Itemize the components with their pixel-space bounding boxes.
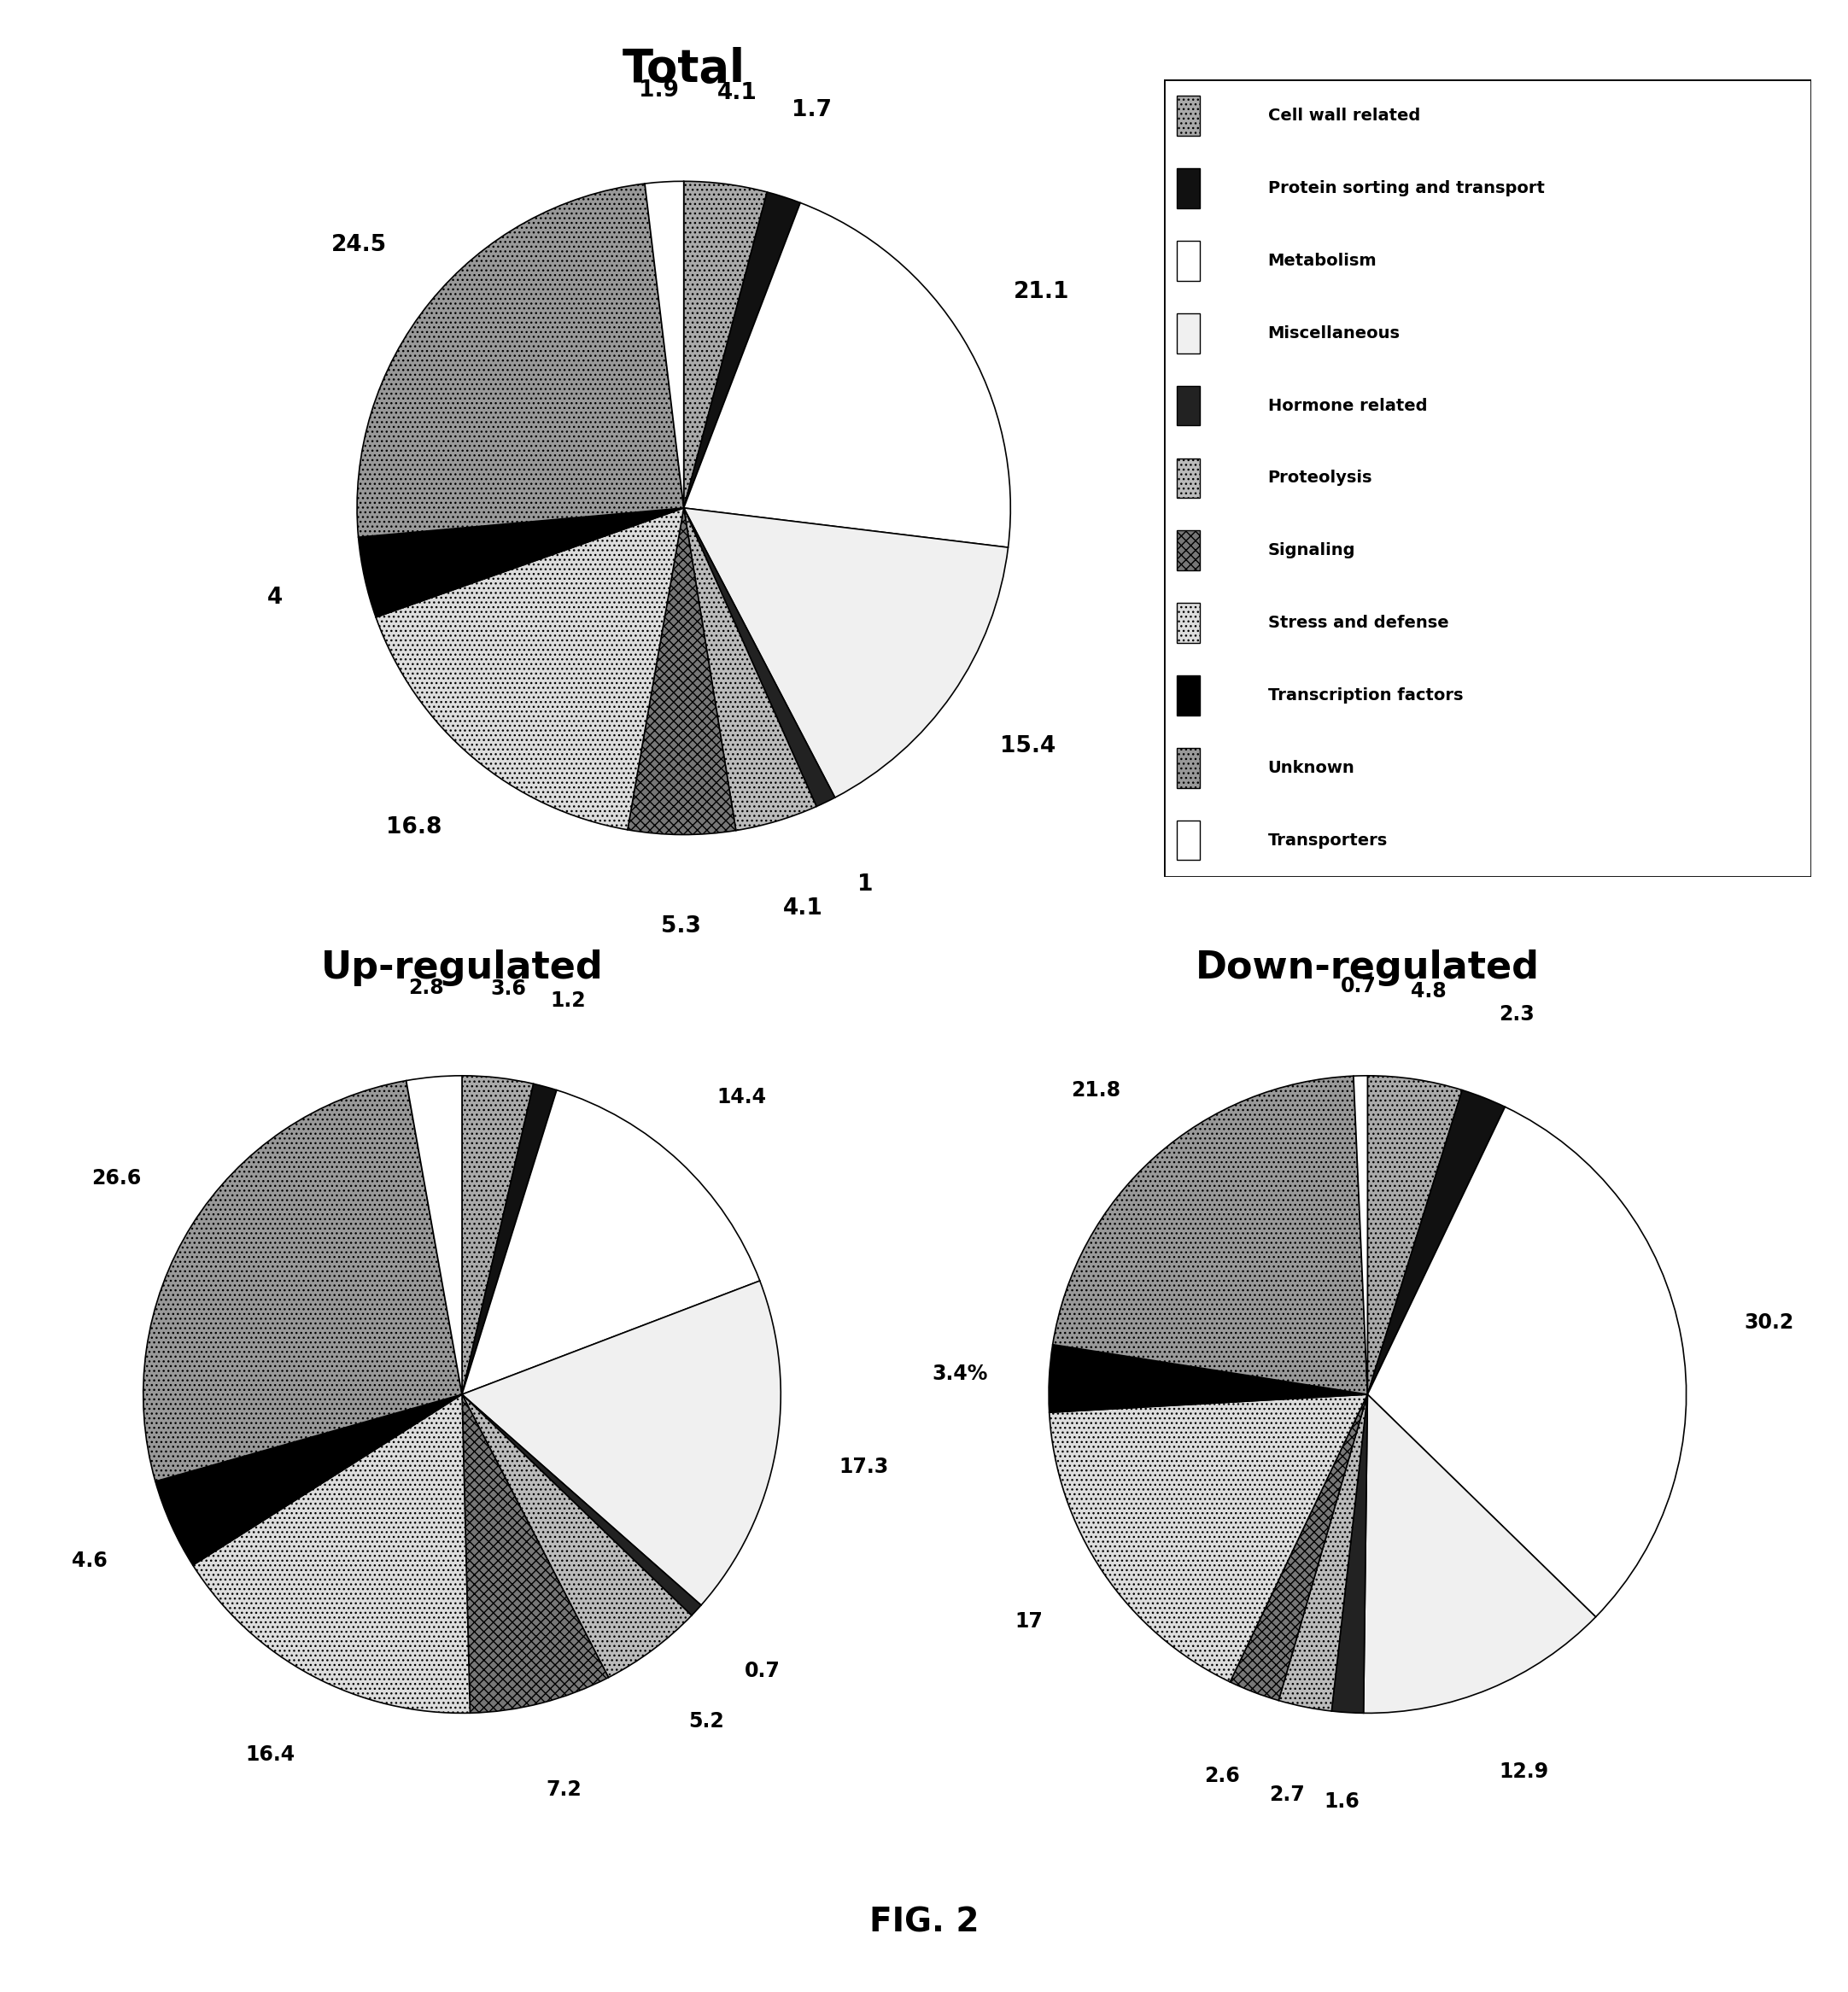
Text: 1: 1 bbox=[857, 872, 874, 896]
Wedge shape bbox=[1279, 1394, 1368, 1711]
Text: 24.5: 24.5 bbox=[331, 233, 386, 255]
Wedge shape bbox=[1050, 1394, 1368, 1681]
Wedge shape bbox=[684, 508, 1009, 797]
Wedge shape bbox=[462, 1084, 556, 1394]
Bar bbox=[1177, 604, 1199, 643]
Text: Unknown: Unknown bbox=[1268, 759, 1355, 777]
Bar bbox=[1177, 241, 1199, 281]
Wedge shape bbox=[462, 1394, 608, 1713]
Bar bbox=[1177, 386, 1199, 426]
Wedge shape bbox=[684, 203, 1011, 548]
Text: 7.2: 7.2 bbox=[545, 1779, 582, 1801]
Wedge shape bbox=[1368, 1090, 1504, 1394]
Text: 30.2: 30.2 bbox=[1745, 1313, 1794, 1333]
Bar bbox=[1177, 747, 1199, 787]
Wedge shape bbox=[144, 1080, 462, 1482]
Text: 2.3: 2.3 bbox=[1499, 1004, 1534, 1024]
Wedge shape bbox=[462, 1076, 534, 1394]
Wedge shape bbox=[1364, 1394, 1595, 1713]
Wedge shape bbox=[462, 1394, 700, 1616]
Text: 4: 4 bbox=[268, 586, 283, 608]
Text: 4.8: 4.8 bbox=[1412, 980, 1447, 1002]
Text: 1.7: 1.7 bbox=[791, 100, 832, 122]
Text: FIG. 2: FIG. 2 bbox=[869, 1906, 979, 1938]
Wedge shape bbox=[357, 183, 684, 538]
Text: 2.6: 2.6 bbox=[1205, 1765, 1240, 1785]
Text: Cell wall related: Cell wall related bbox=[1268, 108, 1419, 124]
Text: 17: 17 bbox=[1015, 1612, 1042, 1631]
Bar bbox=[1177, 313, 1199, 353]
Text: 16.4: 16.4 bbox=[246, 1745, 296, 1765]
Text: Proteolysis: Proteolysis bbox=[1268, 470, 1373, 486]
Text: 4.6: 4.6 bbox=[72, 1552, 107, 1572]
Wedge shape bbox=[462, 1090, 760, 1394]
Text: 5.2: 5.2 bbox=[687, 1711, 724, 1731]
Title: Total: Total bbox=[623, 46, 745, 92]
Text: Transporters: Transporters bbox=[1268, 833, 1388, 849]
Bar bbox=[1177, 96, 1199, 135]
Wedge shape bbox=[684, 191, 800, 508]
Wedge shape bbox=[684, 508, 835, 807]
Wedge shape bbox=[462, 1281, 780, 1606]
Text: 1.2: 1.2 bbox=[551, 990, 586, 1010]
Text: Miscellaneous: Miscellaneous bbox=[1268, 325, 1401, 341]
Wedge shape bbox=[645, 181, 684, 508]
Wedge shape bbox=[1231, 1394, 1368, 1701]
Text: 1.9: 1.9 bbox=[639, 80, 678, 102]
Text: 3.4%: 3.4% bbox=[931, 1365, 989, 1384]
Text: Transcription factors: Transcription factors bbox=[1268, 687, 1464, 703]
Title: Down-regulated: Down-regulated bbox=[1196, 948, 1539, 986]
Text: 16.8: 16.8 bbox=[386, 817, 442, 839]
Wedge shape bbox=[375, 508, 684, 831]
Title: Up-regulated: Up-regulated bbox=[322, 948, 602, 986]
Text: Stress and defense: Stress and defense bbox=[1268, 616, 1449, 631]
Wedge shape bbox=[1368, 1108, 1685, 1618]
Text: 17.3: 17.3 bbox=[839, 1456, 889, 1478]
Bar bbox=[1177, 821, 1199, 861]
Text: 4.1: 4.1 bbox=[717, 82, 758, 104]
Bar bbox=[1177, 675, 1199, 715]
Text: 12.9: 12.9 bbox=[1499, 1761, 1549, 1781]
Wedge shape bbox=[684, 508, 817, 831]
Wedge shape bbox=[1053, 1076, 1368, 1394]
Text: Hormone related: Hormone related bbox=[1268, 398, 1427, 414]
Text: 15.4: 15.4 bbox=[1000, 735, 1055, 757]
Text: 2.7: 2.7 bbox=[1270, 1785, 1305, 1805]
Wedge shape bbox=[628, 508, 736, 835]
Wedge shape bbox=[462, 1394, 691, 1677]
Wedge shape bbox=[192, 1394, 469, 1713]
Wedge shape bbox=[407, 1076, 462, 1394]
Text: 0.7: 0.7 bbox=[1340, 976, 1377, 996]
Text: Metabolism: Metabolism bbox=[1268, 253, 1377, 269]
Bar bbox=[1177, 169, 1199, 209]
Text: 2.8: 2.8 bbox=[408, 978, 444, 998]
Text: Protein sorting and transport: Protein sorting and transport bbox=[1268, 179, 1545, 197]
Wedge shape bbox=[1353, 1076, 1368, 1394]
Wedge shape bbox=[1050, 1345, 1368, 1412]
Wedge shape bbox=[684, 181, 767, 508]
Wedge shape bbox=[359, 508, 684, 618]
Text: 21.8: 21.8 bbox=[1072, 1080, 1120, 1100]
Text: 4.1: 4.1 bbox=[784, 898, 822, 920]
Text: 14.4: 14.4 bbox=[717, 1088, 767, 1108]
Wedge shape bbox=[1368, 1076, 1462, 1394]
Text: 0.7: 0.7 bbox=[745, 1661, 780, 1681]
Text: 26.6: 26.6 bbox=[91, 1167, 140, 1187]
Bar bbox=[1177, 458, 1199, 498]
Text: 21.1: 21.1 bbox=[1015, 281, 1070, 303]
Text: 1.6: 1.6 bbox=[1323, 1791, 1360, 1813]
Bar bbox=[1177, 530, 1199, 570]
Text: 3.6: 3.6 bbox=[490, 978, 527, 1000]
Text: Signaling: Signaling bbox=[1268, 542, 1355, 558]
Wedge shape bbox=[1332, 1394, 1368, 1713]
Text: 5.3: 5.3 bbox=[662, 914, 700, 936]
Wedge shape bbox=[155, 1394, 462, 1566]
